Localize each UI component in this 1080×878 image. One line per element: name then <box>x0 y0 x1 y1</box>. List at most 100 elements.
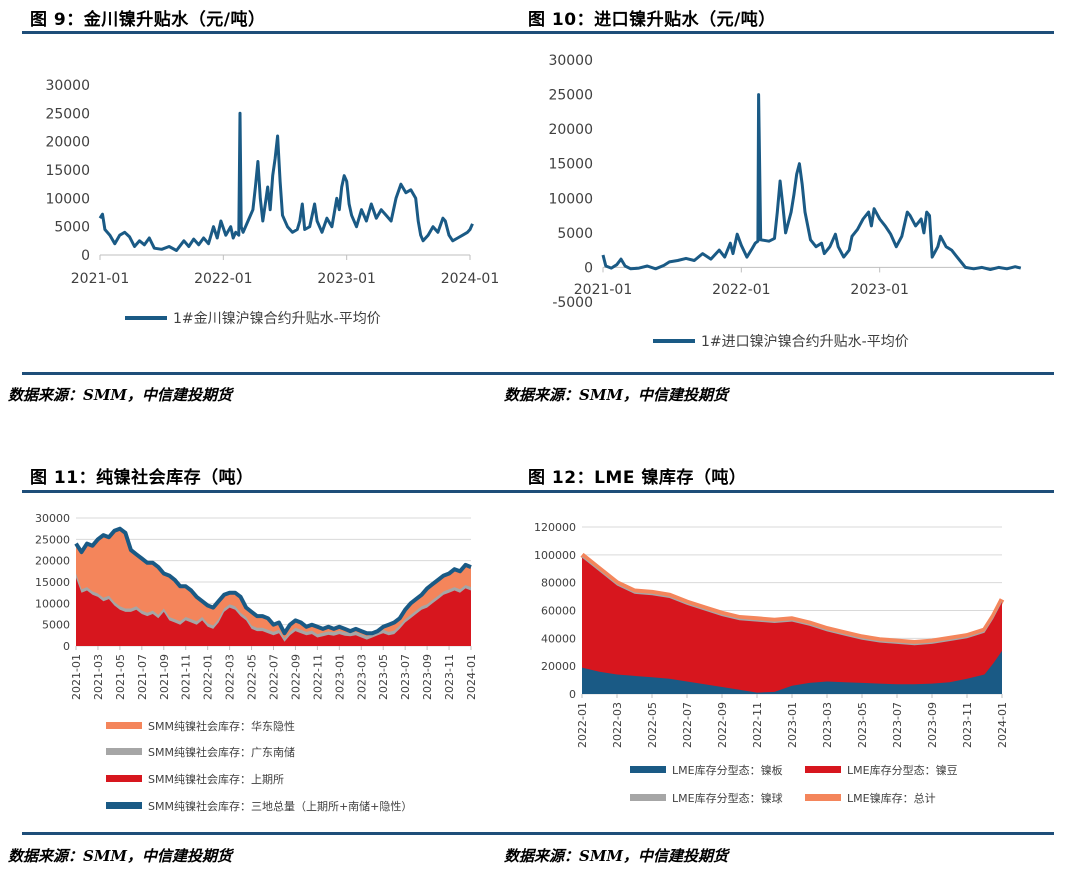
x-tick-label: 2021-01 <box>71 271 130 287</box>
top-rule-left <box>22 31 528 34</box>
series-area <box>76 528 471 646</box>
legend-label: SMM纯镍社会库存：广东南储 <box>148 745 295 759</box>
x-tick-label: 2023-11 <box>961 702 974 748</box>
y-tick-label: 5000 <box>557 226 593 242</box>
legend-swatch <box>630 794 666 801</box>
x-tick-label: 2024-01 <box>441 271 500 287</box>
bottom-rule-bottom-row <box>22 832 1054 835</box>
legend-label: SMM纯镍社会库存：华东隐性 <box>148 719 295 733</box>
x-tick-label: 2022-01 <box>576 702 589 748</box>
series-area <box>76 577 471 646</box>
y-tick-label: 60000 <box>541 605 576 618</box>
chart-pure-nickel-social-inventory: 0 5000 10000 15000 20000 25000 30000 2021-01 202… <box>35 512 478 813</box>
x-tick-label: 2021-09 <box>158 654 171 700</box>
y-tick-label: 0 <box>569 688 576 701</box>
x-tick-label: 2022-07 <box>681 702 694 748</box>
series-line <box>98 111 474 252</box>
legend-swatch <box>106 748 142 755</box>
top-rule-right <box>528 31 1054 34</box>
legend-label: SMM纯镍社会库存：三地总量（上期所+南储+隐性） <box>148 799 412 813</box>
legend-label: LME库存分型态：镍板 <box>672 763 783 777</box>
x-tick-label: 2021-11 <box>180 654 193 700</box>
x-tick-label: 2023-03 <box>355 654 368 700</box>
x-tick-label: 2023-01 <box>850 282 909 298</box>
top-rule-left-2 <box>22 490 494 493</box>
y-tick-label: 30000 <box>35 512 70 525</box>
x-tick-label: 2021-03 <box>92 654 105 700</box>
x-tick-label: 2023-01 <box>333 654 346 700</box>
x-tick-label: 2022-05 <box>646 702 659 748</box>
series-line <box>580 552 1005 645</box>
x-tick-label: 2023-01 <box>786 702 799 748</box>
y-tick-label: 15000 <box>45 163 90 179</box>
x-tick-label: 2023-05 <box>856 702 869 748</box>
y-tick-label: 20000 <box>548 122 593 138</box>
chart-jinchuan-premium: 0 5000 10000 15000 20000 25000 30000 2021-01 202… <box>45 78 500 327</box>
legend-swatch <box>106 722 142 729</box>
y-tick-label: 5000 <box>54 220 90 236</box>
series-area <box>582 557 1002 694</box>
x-tick-label: 2022-01 <box>194 271 253 287</box>
legend-label: SMM纯镍社会库存：上期所 <box>148 772 284 786</box>
chart-lme-nickel-inventory: 0 20000 40000 60000 80000 100000 120000 2022-01… <box>534 521 1009 805</box>
y-tick-label: 120000 <box>534 521 576 534</box>
x-tick-label: 2022-11 <box>311 654 324 700</box>
x-tick-label: 2023-07 <box>399 654 412 700</box>
figure-10-source: 数据来源：SMM，中信建投期货 <box>504 386 729 404</box>
y-tick-label: 5000 <box>42 619 70 632</box>
x-tick-label: 2023-05 <box>377 654 390 700</box>
y-tick-label: 0 <box>584 260 593 276</box>
y-tick-label: 100000 <box>534 549 576 562</box>
series-area <box>582 650 1002 694</box>
x-tick-label: 2022-11 <box>751 702 764 748</box>
figure-9-title: 图 9：金川镍升贴水（元/吨） <box>30 10 266 30</box>
y-tick-label: 30000 <box>548 53 593 69</box>
y-tick-label: 15000 <box>548 157 593 173</box>
legend-swatch <box>805 794 841 801</box>
legend-swatch <box>630 766 666 773</box>
y-tick-label: 20000 <box>35 555 70 568</box>
x-tick-label: 2021-07 <box>136 654 149 700</box>
y-tick-label: 0 <box>81 248 90 264</box>
bottom-rule-top-row <box>22 372 1054 375</box>
y-tick-label: 20000 <box>541 660 576 673</box>
y-tick-label: 25000 <box>45 106 90 122</box>
y-tick-label: 15000 <box>35 576 70 589</box>
y-tick-label: 30000 <box>45 78 90 94</box>
legend-label: LME库存分型态：镍豆 <box>847 763 958 777</box>
x-tick-label: 2021-01 <box>574 282 633 298</box>
x-tick-label: 2022-01 <box>712 282 771 298</box>
x-tick-label: 2022-03 <box>224 654 237 700</box>
series-line <box>74 526 472 636</box>
figure-9-source: 数据来源：SMM，中信建投期货 <box>8 386 233 404</box>
x-tick-label: 2022-05 <box>246 654 259 700</box>
figure-11-source: 数据来源：SMM，中信建投期货 <box>8 847 233 865</box>
x-tick-label: 2023-03 <box>821 702 834 748</box>
y-tick-label: 40000 <box>541 632 576 645</box>
legend-swatch <box>805 766 841 773</box>
y-tick-label: 10000 <box>45 191 90 207</box>
x-tick-label: 2022-03 <box>611 702 624 748</box>
x-tick-label: 2022-07 <box>268 654 281 700</box>
x-tick-label: 2022-01 <box>202 654 215 700</box>
y-tick-label: 80000 <box>541 577 576 590</box>
legend-label: 1#进口镍沪镍合约升贴水-平均价 <box>701 334 909 350</box>
y-tick-label: 25000 <box>35 533 70 546</box>
figure-12-title: 图 12：LME 镍库存（吨） <box>528 468 747 488</box>
legend-label: LME库存分型态：镍球 <box>672 791 783 805</box>
x-tick-label: 2023-01 <box>317 271 376 287</box>
x-tick-label: 2024-01 <box>465 654 478 700</box>
y-tick-label: -5000 <box>552 295 593 311</box>
x-tick-label: 2023-09 <box>421 654 434 700</box>
figure-12-source: 数据来源：SMM，中信建投期货 <box>504 847 729 865</box>
x-tick-label: 2022-09 <box>289 654 302 700</box>
x-tick-label: 2021-05 <box>114 654 127 700</box>
legend-label: 1#金川镍沪镍合约升贴水-平均价 <box>173 311 381 327</box>
figure-11-title: 图 11：纯镍社会库存（吨） <box>30 468 254 488</box>
y-tick-label: 20000 <box>45 135 90 151</box>
y-tick-label: 0 <box>63 640 70 653</box>
figure-10-title: 图 10：进口镍升贴水（元/吨） <box>528 10 776 30</box>
series-line <box>601 93 1022 271</box>
y-tick-label: 25000 <box>548 88 593 104</box>
top-rule-right-2 <box>494 490 1054 493</box>
